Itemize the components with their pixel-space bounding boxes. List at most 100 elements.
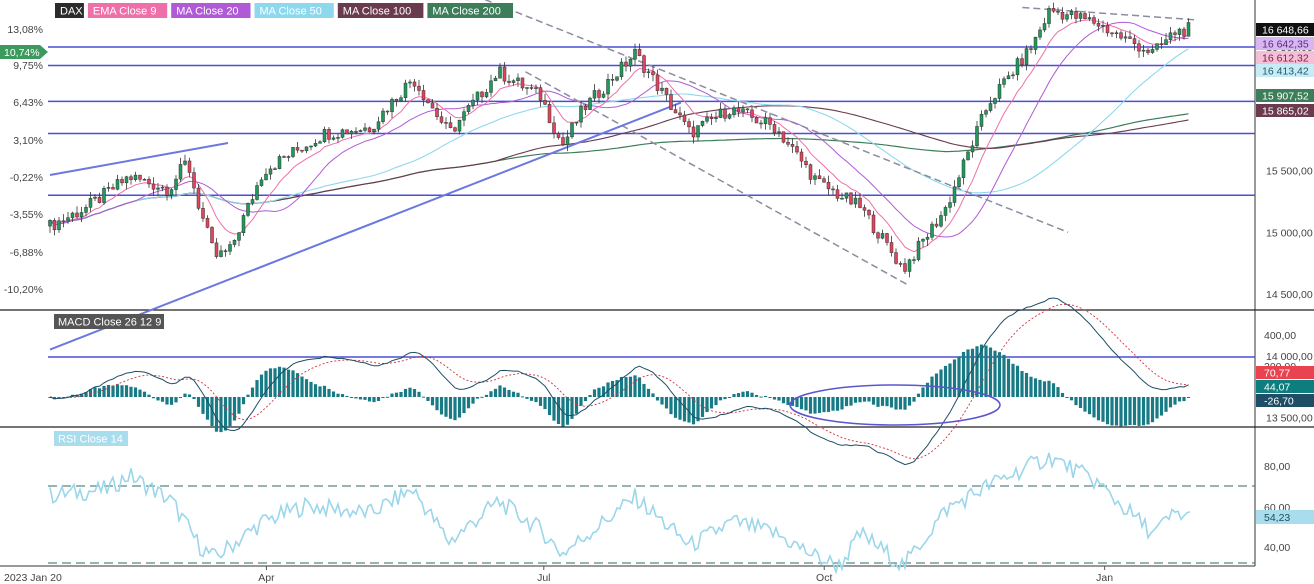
candle-body bbox=[844, 192, 849, 199]
macd-hist-bar bbox=[696, 397, 700, 422]
candle-body bbox=[223, 250, 228, 252]
macd-hist-bar bbox=[381, 397, 385, 399]
candle-body bbox=[1029, 48, 1033, 50]
macd-hist-bar bbox=[115, 384, 120, 397]
candle-body bbox=[457, 119, 462, 132]
macd-hist-bar bbox=[111, 385, 115, 397]
candle-body bbox=[313, 143, 318, 147]
candle-body bbox=[705, 116, 709, 122]
candle-body bbox=[840, 197, 844, 200]
macd-hist-bar bbox=[471, 397, 475, 404]
x-axis-labels: 2023 Jan 20 Apr Jul Oct Jan bbox=[4, 566, 1113, 584]
candle-body bbox=[84, 207, 88, 213]
candle-body bbox=[259, 179, 264, 186]
candle-body bbox=[997, 84, 1002, 99]
candle-body bbox=[781, 131, 786, 143]
candle-body bbox=[678, 112, 682, 116]
macd-hist-bar bbox=[475, 397, 480, 399]
candle-body bbox=[408, 81, 412, 84]
support-line bbox=[49, 101, 682, 351]
candle-body bbox=[718, 108, 723, 118]
candle-body bbox=[687, 121, 691, 128]
macd-hist-bar bbox=[1020, 371, 1024, 397]
candle-body bbox=[115, 179, 120, 190]
macd-hist-bar bbox=[466, 397, 471, 409]
candle-body bbox=[232, 240, 237, 245]
candle-body bbox=[1060, 11, 1065, 20]
macd-hist-bar bbox=[309, 381, 313, 397]
macd-hist-bar bbox=[592, 389, 597, 397]
candle-body bbox=[1105, 25, 1110, 34]
left-current-value: 10,74% bbox=[4, 47, 40, 59]
macd-hist-bar bbox=[705, 397, 709, 413]
price-legend: DAX EMA Close 9 MA Close 20 MA Close 50 MA C… bbox=[55, 3, 513, 18]
macd-hist-bar bbox=[718, 397, 723, 401]
wedge-line bbox=[1022, 6, 1197, 21]
price-label-box-5 bbox=[1256, 104, 1314, 117]
price-label-1: 16 642,35 bbox=[1262, 39, 1309, 51]
macd-hist-bar bbox=[1006, 358, 1011, 397]
macd-lines bbox=[49, 297, 1189, 466]
candle-body bbox=[709, 116, 714, 120]
ma-200-line bbox=[49, 113, 1189, 226]
macd-labels: 70,77 44,07 -26,70 bbox=[1256, 366, 1314, 408]
candle-body bbox=[1011, 74, 1015, 77]
macd-hist-bar bbox=[277, 366, 282, 397]
candle-body bbox=[912, 259, 916, 261]
macd-hist-bar bbox=[282, 367, 286, 397]
price-label-2: 16 612,32 bbox=[1262, 53, 1309, 65]
macd-hist-bar bbox=[835, 397, 840, 411]
candle-body bbox=[876, 232, 880, 239]
candle-body bbox=[921, 239, 925, 242]
macd-hist-bar bbox=[336, 393, 340, 397]
macd-hist-bar bbox=[970, 348, 975, 397]
macd-hist-bar bbox=[966, 349, 970, 397]
macd-hist-bar bbox=[169, 397, 174, 405]
candle-body bbox=[156, 187, 160, 190]
ma-100-line bbox=[49, 105, 1189, 226]
macd-hist-bar bbox=[480, 396, 484, 398]
macd-hist-bar bbox=[943, 365, 948, 397]
candle-body bbox=[498, 66, 502, 79]
left-tick-2: 6,43% bbox=[13, 97, 43, 109]
ma-20-line bbox=[49, 21, 1189, 238]
macd-tick-400: 400,00 bbox=[1264, 330, 1296, 342]
candle-body bbox=[430, 102, 435, 109]
candle-body bbox=[1096, 23, 1101, 27]
rsi-current-box bbox=[1256, 510, 1314, 524]
candle-body bbox=[178, 164, 183, 180]
candle-body bbox=[106, 187, 111, 189]
macd-hist-bar bbox=[205, 397, 210, 420]
macd-hist-bar bbox=[993, 350, 997, 397]
candle-body bbox=[745, 108, 750, 111]
macd-hist-bar bbox=[1069, 397, 1074, 401]
candle-body bbox=[214, 242, 219, 257]
candle-body bbox=[574, 121, 579, 124]
candle-body bbox=[462, 111, 466, 121]
macd-hist-bar bbox=[300, 376, 304, 397]
candle-body bbox=[948, 202, 952, 208]
macd-hist-bar bbox=[1114, 397, 1119, 426]
candle-body bbox=[952, 186, 957, 203]
macd-hist-bar bbox=[97, 388, 102, 397]
candle-body bbox=[1033, 36, 1038, 50]
macd-hist-bar bbox=[1150, 397, 1155, 423]
macd-signal-line bbox=[49, 303, 1189, 460]
candle-body bbox=[1047, 8, 1051, 24]
macd-hist-bar bbox=[1101, 397, 1105, 422]
candle-body bbox=[219, 250, 223, 257]
macd-hist-bar bbox=[439, 397, 444, 415]
candle-body bbox=[444, 122, 448, 124]
candle-body bbox=[610, 79, 615, 81]
candle-body bbox=[646, 71, 651, 73]
candle-body bbox=[147, 179, 151, 185]
rsi-title-box bbox=[54, 431, 128, 446]
candle-body bbox=[210, 227, 214, 244]
candle-body bbox=[673, 109, 678, 114]
candle-body bbox=[120, 179, 124, 184]
price-label-box-0 bbox=[1256, 23, 1314, 36]
macd-hist-bar bbox=[849, 397, 853, 406]
candle-body bbox=[565, 136, 570, 146]
macd-hist-bar bbox=[907, 397, 912, 406]
candle-body bbox=[1123, 36, 1128, 39]
